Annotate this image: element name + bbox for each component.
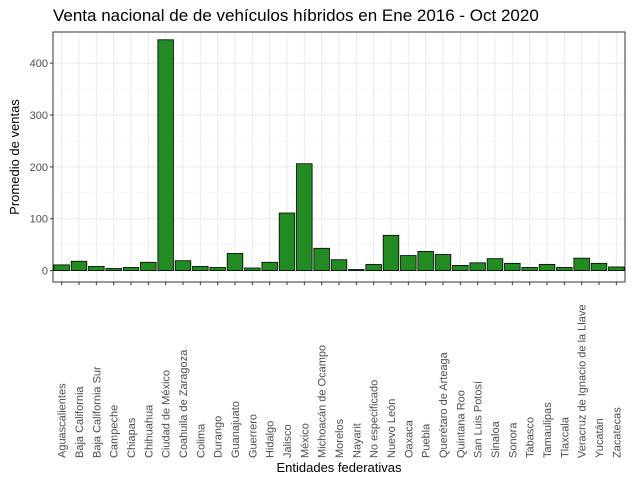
bar-23 xyxy=(434,254,452,271)
x-tick-label: Veracruz de Ignacio de la Llave xyxy=(577,305,589,459)
x-tick-label: México xyxy=(299,423,311,458)
x-tick-label: Quintana Roo xyxy=(455,390,467,458)
bar-3 xyxy=(88,266,105,271)
x-tick-label: Querétaro de Arteaga xyxy=(438,351,450,458)
bar-21 xyxy=(400,255,417,271)
x-tick-label: Guanajuato xyxy=(230,401,242,458)
y-tick-label: 200 xyxy=(30,162,48,174)
bar-5 xyxy=(122,267,140,271)
bar-7 xyxy=(157,39,174,271)
chart-title: Venta nacional de de vehículos híbridos … xyxy=(53,6,539,25)
bar-17 xyxy=(330,259,348,271)
x-tick-label: Nayarit xyxy=(351,423,363,458)
x-tick-label: Sonora xyxy=(507,422,519,458)
y-tick-label: 0 xyxy=(42,266,48,278)
bar-6 xyxy=(140,261,157,271)
bar-33 xyxy=(608,266,625,271)
y-tick-label: 300 xyxy=(30,110,48,122)
x-tick-label: Tlaxcala xyxy=(559,416,571,458)
bar-27 xyxy=(504,262,521,271)
x-tick-label: Michoacán de Ocampo xyxy=(317,345,329,458)
x-tick-label: Sinaloa xyxy=(490,420,502,458)
bar-24 xyxy=(452,265,469,271)
grid-lines xyxy=(53,32,625,282)
x-tick-label: Morelos xyxy=(334,418,346,458)
x-tick-label: Durango xyxy=(213,416,225,458)
x-tick-label: Puebla xyxy=(421,423,433,458)
bar-11 xyxy=(226,253,244,271)
x-tick-label: Jalisco xyxy=(282,424,294,458)
y-axis-title: Promedio de ventas xyxy=(7,99,22,215)
bar-20 xyxy=(382,234,400,271)
x-axis-title: Entidades federativas xyxy=(276,460,402,475)
x-axis: Aguascalientes Baja California Baja Califo… xyxy=(57,282,623,459)
y-tick-label: 100 xyxy=(30,214,48,226)
bar-1 xyxy=(53,264,70,271)
x-tick-label: Chiapas xyxy=(126,417,138,458)
bar-30 xyxy=(556,267,573,271)
x-tick-label: Nuevo León xyxy=(386,399,398,458)
x-tick-label: Campeche xyxy=(109,405,121,458)
bar-18 xyxy=(348,269,365,271)
bar-12 xyxy=(244,267,261,271)
x-tick-label: San Luis Potosí xyxy=(473,381,485,458)
x-tick-label: Baja California Sur xyxy=(91,366,103,458)
x-tick-label: Colima xyxy=(195,423,207,458)
bar-14 xyxy=(278,212,296,271)
bar-4 xyxy=(105,268,122,271)
bar-28 xyxy=(521,267,538,271)
bar-29 xyxy=(538,263,556,271)
x-tick-label: Yucatán xyxy=(594,418,606,458)
bars xyxy=(53,39,625,271)
bar-9 xyxy=(192,266,209,271)
bar-10 xyxy=(209,267,226,271)
bar-25 xyxy=(469,262,486,271)
x-tick-label: Baja California xyxy=(74,386,86,458)
x-tick-label: Tabasco xyxy=(525,417,537,458)
x-tick-label: Coahuila de Zaragoza xyxy=(178,349,190,458)
bar-26 xyxy=(486,258,504,271)
x-tick-label: Chihuahua xyxy=(143,404,155,458)
bar-15 xyxy=(296,163,313,271)
y-tick-label: 400 xyxy=(30,58,48,70)
bar-13 xyxy=(261,261,278,271)
x-tick-label: Tamaulipas xyxy=(542,402,554,458)
x-tick-label: Hidalgo xyxy=(265,421,277,458)
x-tick-label: No especificado xyxy=(369,380,381,458)
bar-19 xyxy=(365,263,382,271)
bar-22 xyxy=(417,250,434,271)
bar-31 xyxy=(573,257,590,271)
bar-8 xyxy=(174,260,192,271)
x-tick-label: Oaxaca xyxy=(403,419,415,458)
x-tick-label: Ciudad de México xyxy=(161,370,173,458)
x-tick-label: Aguascalientes xyxy=(57,383,69,458)
bar-2 xyxy=(70,260,88,271)
bar-32 xyxy=(590,262,608,271)
x-tick-label: Guerrero xyxy=(247,414,259,458)
y-axis: 0 100 200 300 400 xyxy=(30,58,53,278)
x-tick-label: Zacatecas xyxy=(611,407,623,458)
bar-16 xyxy=(313,247,330,271)
